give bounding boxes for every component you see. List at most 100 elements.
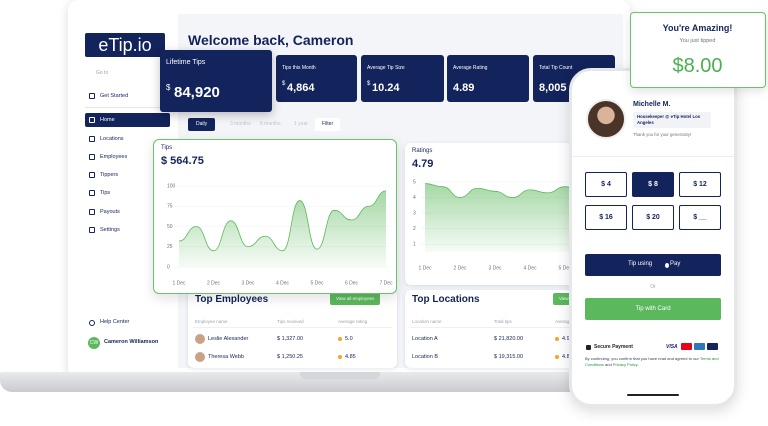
laptop-notch (300, 372, 380, 379)
nav-item[interactable]: Tippers (100, 172, 119, 178)
apple-pay-button[interactable]: Tip using Pay (585, 254, 721, 276)
nav-item[interactable]: Settings (100, 227, 120, 233)
amount-button[interactable]: $ 8 (632, 172, 674, 197)
chart-plot: 0 25 50 75 100 1 Dec 2 Dec 3 Dec 4 Dec 5 Dec 6 Dec… (167, 183, 393, 286)
nav-icon (89, 136, 95, 142)
phone: Michelle M. Housekeeper @ eTip Hotel Los … (569, 68, 737, 407)
profile-role: Housekeeper @ eTip Hotel Los Angeles (637, 114, 701, 125)
table-cell: 4.8 (562, 354, 570, 360)
card-logo (681, 343, 692, 350)
stat-currency: $ (282, 81, 286, 87)
chart-title: Ratings (412, 148, 433, 154)
user-avatar: CW (88, 337, 100, 349)
nav-icon (89, 93, 95, 99)
table-button[interactable]: View all employees (330, 293, 381, 305)
logo-text: eTip.io (98, 35, 152, 55)
nav-icon (89, 154, 95, 160)
nav-icon (89, 227, 95, 233)
nav-item[interactable]: Home (100, 117, 115, 123)
area-fill (179, 190, 386, 267)
column-header: Employee name (195, 319, 228, 324)
divider (572, 156, 734, 157)
table-cell: $ 1,250.25 (277, 354, 303, 360)
or-divider: Or (650, 284, 656, 290)
amount-button[interactable]: $ __ (679, 205, 721, 230)
amount-button[interactable]: $ 16 (585, 205, 627, 230)
y-tick-label: 25 (167, 244, 173, 250)
period-tab[interactable]: 3 months (230, 121, 251, 127)
amount-button[interactable]: $ 20 (632, 205, 674, 230)
column-header: Average rating (338, 319, 368, 324)
table-cell: $ 19,315.00 (494, 354, 524, 360)
stat-label: Tips this Month (282, 65, 316, 71)
nav-item[interactable]: Locations (100, 136, 124, 142)
amount-button[interactable]: $ 12 (679, 172, 721, 197)
nav-item[interactable]: Payouts (100, 209, 120, 215)
column-header: Total tips (494, 319, 512, 324)
line (178, 190, 387, 252)
y-tick-label: 50 (167, 224, 173, 230)
table-cell: Leslie Alexander (208, 336, 249, 342)
x-tick-label: 6 Dec (345, 280, 359, 286)
nav-icon (89, 117, 95, 123)
nav-item[interactable]: Get Started (100, 93, 129, 99)
separator (85, 107, 170, 108)
apple-pay-label: Tip using (628, 261, 653, 267)
lock-icon (586, 345, 591, 350)
search-input[interactable]: Go to (96, 70, 109, 76)
table-cell: 4.9 (562, 336, 570, 342)
laptop-base (0, 372, 662, 392)
star-icon (338, 336, 342, 341)
user-initials: CW (89, 340, 99, 346)
chart-total: 4.79 (412, 158, 434, 170)
table-cell: 4.85 (345, 354, 356, 360)
terms-part: and (605, 362, 612, 367)
welcome-heading: Welcome back, Cameron (188, 32, 354, 48)
y-tick-label: 3 (413, 210, 416, 216)
nav-item[interactable]: Tips (100, 190, 111, 196)
table-title: Top Employees (195, 294, 269, 305)
card-brand: VISA (666, 344, 678, 350)
toast-title: You're Amazing! (662, 23, 733, 33)
stat-card: Average Rating 4.89 (447, 55, 529, 102)
secure-payment: Secure Payment (594, 344, 633, 350)
role-badge: Housekeeper @ eTip Hotel Los Angeles (633, 112, 711, 128)
help-link[interactable]: Help Center (100, 319, 130, 325)
thanks-message: Thank you for your generosity! (633, 132, 692, 137)
x-tick-label: 5 Dec (558, 265, 572, 271)
toast-amount: $8.00 (672, 55, 723, 77)
x-tick-label: 1 Dec (172, 280, 186, 286)
period-tab[interactable]: 1 year (294, 121, 308, 127)
profile-photo (586, 99, 626, 139)
stat-card: Lifetime Tips $84,920 (160, 50, 272, 112)
employee-avatar (195, 352, 205, 362)
period-tab[interactable]: Daily (188, 118, 216, 131)
stat-card: Tips this Month $4,864 (276, 55, 357, 102)
filter-button[interactable]: Filter (315, 118, 341, 131)
x-tick-label: 2 Dec (453, 265, 467, 271)
logo: eTip.io (85, 33, 165, 57)
amount-button[interactable]: $ 4 (585, 172, 627, 197)
period-tab[interactable]: 6 months (260, 121, 281, 127)
x-tick-label: 3 Dec (488, 265, 502, 271)
y-tick-label: 100 (167, 183, 176, 189)
help-icon (89, 320, 95, 326)
star-icon (555, 336, 559, 341)
chart-title: Tips (161, 145, 173, 151)
star-icon (555, 354, 559, 359)
x-tick-label: 2 Dec (207, 280, 221, 286)
toast-subtitle: You just tipped (679, 38, 716, 44)
stat-value: 84,920 (174, 84, 220, 101)
x-tick-label: 1 Dec (418, 265, 432, 271)
terms-part[interactable]: Terms and Conditions (585, 356, 719, 367)
nav-item[interactable]: Employees (100, 154, 128, 160)
card-logo (707, 343, 718, 350)
terms-part: By continuing, you confirm that you have… (585, 356, 699, 361)
terms-part[interactable]: Privacy Policy. (612, 362, 639, 367)
chart-card: Tips $ 564.75 0 25 50 75 100 1 Dec 2 Dec 3 Dec 4 D… (153, 139, 397, 294)
card-button[interactable]: Tip with Card (585, 298, 721, 320)
star-icon (338, 354, 342, 359)
employee-avatar (195, 334, 205, 344)
